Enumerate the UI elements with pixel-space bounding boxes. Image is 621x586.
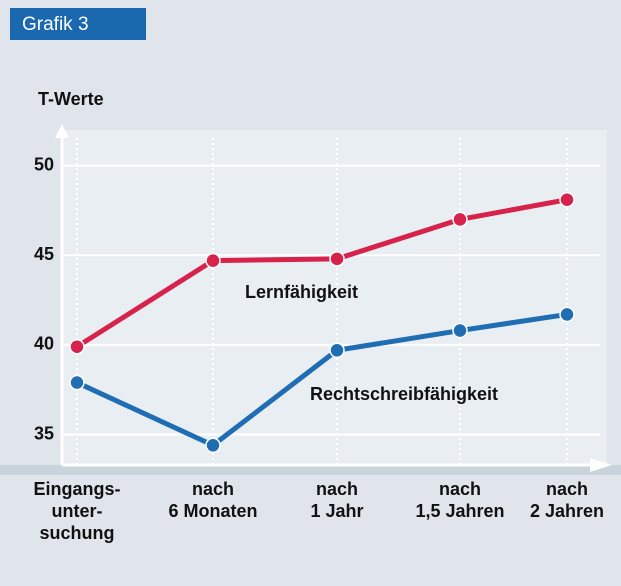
chart-title: Grafik 3 bbox=[22, 14, 89, 35]
data-point bbox=[69, 338, 85, 355]
x-tick-label: nach 1,5 Jahren bbox=[415, 479, 505, 521]
series-label: Rechtschreibfähigkeit bbox=[310, 384, 498, 404]
y-axis-label: T-Werte bbox=[38, 89, 104, 109]
data-point bbox=[205, 437, 221, 454]
x-tick-label: nach 1 Jahr bbox=[310, 479, 364, 521]
data-point bbox=[559, 306, 575, 323]
axis-band bbox=[0, 465, 621, 475]
data-point bbox=[452, 322, 468, 339]
data-point bbox=[329, 342, 345, 359]
x-axis-arrow bbox=[590, 458, 612, 472]
y-tick-label: 40 bbox=[34, 334, 54, 354]
x-tick-label: Eingangs- unter- suchung bbox=[33, 479, 121, 543]
x-tick-label: nach 6 Monaten bbox=[168, 479, 258, 521]
title-badge bbox=[10, 8, 146, 40]
data-point bbox=[559, 191, 575, 208]
series-label: Lernfähigkeit bbox=[245, 282, 358, 302]
data-point bbox=[205, 252, 221, 269]
data-point bbox=[452, 211, 468, 228]
data-point bbox=[69, 374, 85, 391]
data-point bbox=[329, 251, 345, 267]
y-axis-arrow bbox=[55, 124, 69, 138]
y-tick-label: 45 bbox=[34, 244, 54, 264]
x-tick-label: nach 2 Jahren bbox=[529, 479, 605, 521]
y-tick-label: 35 bbox=[34, 423, 54, 443]
y-tick-label: 50 bbox=[34, 154, 54, 174]
